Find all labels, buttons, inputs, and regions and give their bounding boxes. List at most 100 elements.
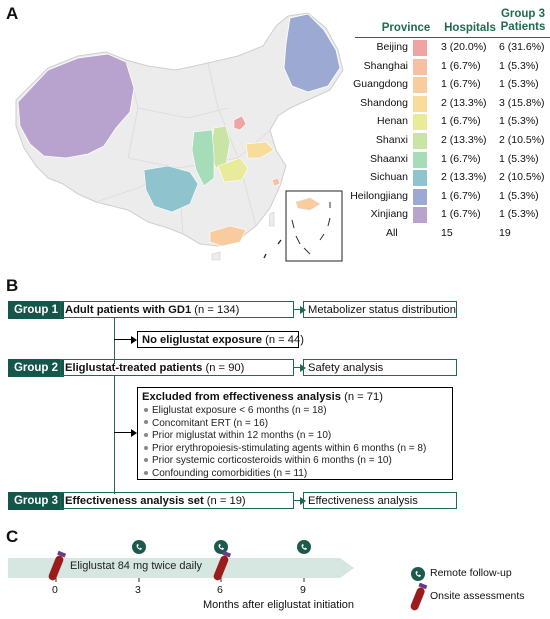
region-shandong [245,141,275,159]
table-hospitals-8: 1 (6.7%) [441,189,481,202]
china-map [15,12,344,262]
group3-tag: Group 3 [8,492,64,510]
table-total-hospitals: 15 [441,227,453,239]
table-swatch-3 [413,95,427,112]
table-province-3: Shandong [360,96,408,109]
table-hospitals-5: 2 (13.3%) [441,134,487,146]
table-hospitals-0: 3 (20.0%) [441,41,487,53]
group2-tag: Group 2 [8,359,64,377]
excluded-item: Eliglustat exposure < 6 months (n = 18) [142,405,448,418]
table-patients-0: 6 (31.6%) [499,41,545,53]
table-patients-9: 1 (5.3%) [499,208,539,221]
bullet-icon [144,407,148,412]
region-sichuan [143,165,199,213]
col-header-hospitals: Hospitals [444,22,496,34]
excluded-arrowhead [131,429,137,437]
table-patients-5: 2 (10.5%) [499,134,545,146]
region-xinjiang [17,53,135,159]
group1-title: Adult patients with GD1 [65,304,192,316]
group1-count: (n = 134) [191,304,240,316]
table-hospitals-3: 2 (13.3%) [441,96,487,109]
panel-b-label: B [6,276,19,295]
table-swatch-0 [413,40,427,56]
legend-onsite-icon [410,582,428,611]
table-header-rule [355,37,550,38]
excluded-header: Excluded from effectiveness analysis (n … [142,390,448,405]
table-swatch-6 [413,151,427,168]
legend-remote-label: Remote follow-up [430,567,512,579]
timeline-ticks [55,578,305,582]
table-hospitals-1: 1 (6.7%) [441,59,481,72]
table-swatch-2 [413,77,427,94]
excluded-arrow [114,432,134,434]
table-hospitals-2: 1 (6.7%) [441,78,481,91]
table-swatch-5 [413,133,427,149]
timeline-bar-label: Eliglustat 84 mg twice daily [70,560,203,572]
excluded-box: Excluded from effectiveness analysis (n … [137,387,453,480]
table-province-6: Shaanxi [370,152,408,165]
inset-dashes [291,202,331,255]
col-header-group3-line2: Patients [500,21,546,33]
table-patients-2: 1 (5.3%) [499,78,539,91]
tick-3: 3 [135,584,141,596]
table-swatch-4 [413,114,427,131]
excluded-item: Confounding comorbidities (n = 11) [142,468,448,481]
table-swatch-8 [413,188,427,205]
region-beijing [233,115,247,131]
table-province-4: Henan [377,115,408,128]
table-swatch-1 [413,58,427,75]
timeline-bar [8,558,354,578]
table-province-1: Shanghai [363,59,408,72]
inset-guangdong [295,197,321,211]
table-total-province: All [386,227,398,239]
group3-count: (n = 19) [203,495,246,507]
excluded-item-text: Prior miglustat within 12 months (n = 10… [152,430,332,442]
table-patients-3: 3 (15.8%) [499,96,545,109]
group1-arrow [294,309,302,311]
table-swatch-7 [413,170,427,187]
table-province-7: Sichuan [370,171,408,184]
group3-title: Effectiveness analysis set [65,495,204,507]
group3-box: Effectiveness analysis set (n = 19) [60,492,294,509]
table-province-2: Guangdong [353,78,408,91]
group1-tag: Group 1 [8,301,64,319]
table-patients-1: 1 (5.3%) [499,59,539,72]
effectiveness-box: Effectiveness analysis [303,492,457,509]
no-exposure-arrowhead [131,336,137,344]
table-hospitals-6: 1 (6.7%) [441,152,481,165]
trunk-1-2 [114,318,116,364]
excluded-item-text: Concomitant ERT (n = 16) [152,417,269,429]
safety-box: Safety analysis [303,359,457,376]
tick-0: 0 [52,584,58,596]
legend-remote-icon [411,567,425,581]
remote-icon-6 [214,540,228,554]
bullet-icon [144,433,148,438]
group3-arrow [294,500,302,502]
excluded-item: Prior systemic corticosteroids within 6 … [142,455,448,468]
table-swatch-9 [413,207,427,224]
panel-a-label: A [6,4,19,23]
excluded-item-text: Prior systemic corticosteroids within 6 … [152,455,392,467]
excluded-count: (n = 71) [340,391,383,403]
legend-onsite-label: Onsite assessments [430,590,525,602]
excluded-item: Concomitant ERT (n = 16) [142,418,448,431]
table-patients-4: 1 (5.3%) [499,115,539,128]
table-patients-6: 1 (5.3%) [499,152,539,165]
sea-dashes [263,239,282,259]
region-guangdong [209,225,247,247]
table-total-patients: 19 [499,227,511,239]
excluded-item-text: Eliglustat exposure < 6 months (n = 18) [152,405,327,416]
table-hospitals-9: 1 (6.7%) [441,208,481,221]
table-province-5: Shanxi [375,134,408,146]
onsite-tube-6 [213,550,232,581]
trunk-2-3 [114,376,116,494]
table-hospitals-7: 2 (13.3%) [441,171,487,184]
table-patients-8: 1 (5.3%) [499,189,539,202]
group2-arrow [294,367,302,369]
onsite-tube-0 [48,550,67,581]
excluded-item: Prior miglustat within 12 months (n = 10… [142,430,448,443]
region-henan [217,157,249,183]
excluded-item: Prior erythropoiesis-stimulating agents … [142,443,448,456]
col-header-province: Province [381,22,431,34]
no-exposure-arrow [114,339,134,341]
